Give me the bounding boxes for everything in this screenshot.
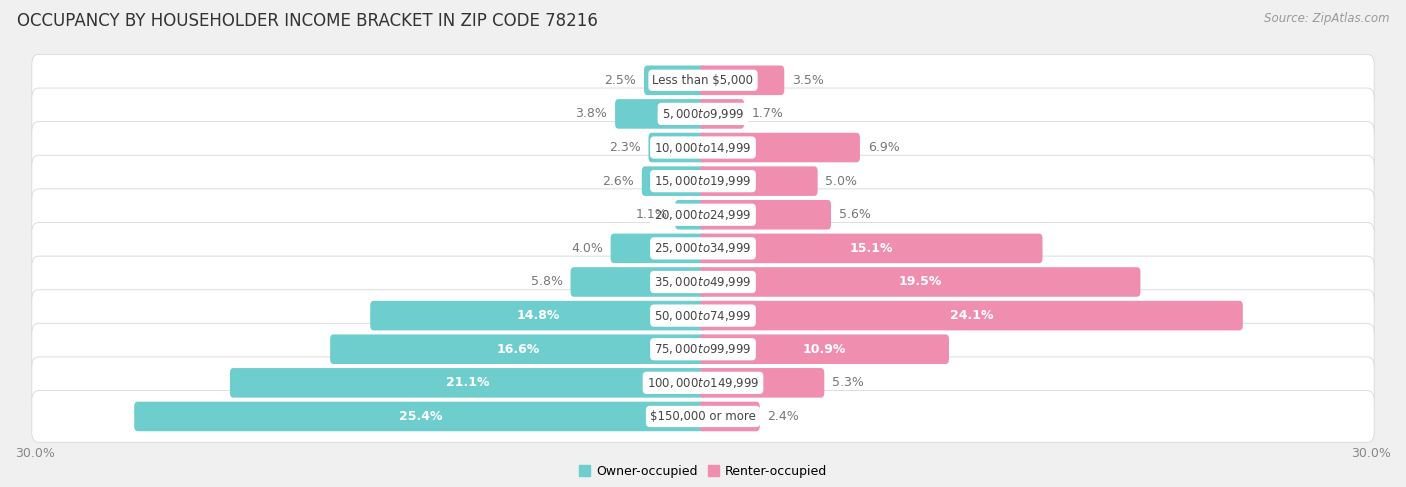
FancyBboxPatch shape	[32, 391, 1374, 442]
Text: 5.3%: 5.3%	[832, 376, 865, 389]
FancyBboxPatch shape	[700, 65, 785, 95]
Text: $5,000 to $9,999: $5,000 to $9,999	[662, 107, 744, 121]
Text: 15.1%: 15.1%	[849, 242, 893, 255]
Text: 2.4%: 2.4%	[768, 410, 799, 423]
Text: 2.6%: 2.6%	[602, 175, 634, 187]
FancyBboxPatch shape	[700, 234, 1042, 263]
FancyBboxPatch shape	[32, 223, 1374, 274]
Text: 14.8%: 14.8%	[516, 309, 560, 322]
FancyBboxPatch shape	[370, 301, 706, 330]
Text: $25,000 to $34,999: $25,000 to $34,999	[654, 242, 752, 255]
FancyBboxPatch shape	[675, 200, 706, 229]
FancyBboxPatch shape	[610, 234, 706, 263]
Text: 21.1%: 21.1%	[446, 376, 489, 389]
FancyBboxPatch shape	[700, 335, 949, 364]
FancyBboxPatch shape	[32, 55, 1374, 106]
Text: $10,000 to $14,999: $10,000 to $14,999	[654, 141, 752, 154]
Text: 24.1%: 24.1%	[949, 309, 993, 322]
Text: OCCUPANCY BY HOUSEHOLDER INCOME BRACKET IN ZIP CODE 78216: OCCUPANCY BY HOUSEHOLDER INCOME BRACKET …	[17, 12, 598, 30]
FancyBboxPatch shape	[32, 357, 1374, 409]
Text: 5.6%: 5.6%	[839, 208, 870, 221]
FancyBboxPatch shape	[700, 99, 744, 129]
Text: 2.3%: 2.3%	[609, 141, 641, 154]
Text: 5.8%: 5.8%	[530, 276, 562, 288]
Text: $20,000 to $24,999: $20,000 to $24,999	[654, 208, 752, 222]
Text: 19.5%: 19.5%	[898, 276, 942, 288]
Text: $15,000 to $19,999: $15,000 to $19,999	[654, 174, 752, 188]
Text: 3.8%: 3.8%	[575, 108, 607, 120]
Text: 16.6%: 16.6%	[496, 343, 540, 356]
Text: Less than $5,000: Less than $5,000	[652, 74, 754, 87]
FancyBboxPatch shape	[32, 122, 1374, 173]
Text: 4.0%: 4.0%	[571, 242, 603, 255]
FancyBboxPatch shape	[32, 88, 1374, 140]
FancyBboxPatch shape	[134, 402, 706, 431]
FancyBboxPatch shape	[571, 267, 706, 297]
Text: 6.9%: 6.9%	[868, 141, 900, 154]
Text: $100,000 to $149,999: $100,000 to $149,999	[647, 376, 759, 390]
FancyBboxPatch shape	[32, 256, 1374, 308]
FancyBboxPatch shape	[32, 323, 1374, 375]
FancyBboxPatch shape	[641, 167, 706, 196]
Text: 10.9%: 10.9%	[803, 343, 846, 356]
Legend: Owner-occupied, Renter-occupied: Owner-occupied, Renter-occupied	[579, 465, 827, 478]
FancyBboxPatch shape	[700, 133, 860, 162]
Text: $150,000 or more: $150,000 or more	[650, 410, 756, 423]
FancyBboxPatch shape	[32, 189, 1374, 241]
FancyBboxPatch shape	[700, 402, 759, 431]
FancyBboxPatch shape	[648, 133, 706, 162]
FancyBboxPatch shape	[700, 368, 824, 397]
Text: $35,000 to $49,999: $35,000 to $49,999	[654, 275, 752, 289]
FancyBboxPatch shape	[330, 335, 706, 364]
FancyBboxPatch shape	[700, 167, 818, 196]
FancyBboxPatch shape	[700, 301, 1243, 330]
Text: $50,000 to $74,999: $50,000 to $74,999	[654, 309, 752, 322]
Text: 1.1%: 1.1%	[636, 208, 668, 221]
Text: 2.5%: 2.5%	[605, 74, 636, 87]
FancyBboxPatch shape	[32, 155, 1374, 207]
Text: Source: ZipAtlas.com: Source: ZipAtlas.com	[1264, 12, 1389, 25]
Text: 1.7%: 1.7%	[752, 108, 785, 120]
FancyBboxPatch shape	[700, 200, 831, 229]
Text: 3.5%: 3.5%	[792, 74, 824, 87]
Text: 5.0%: 5.0%	[825, 175, 858, 187]
FancyBboxPatch shape	[614, 99, 706, 129]
FancyBboxPatch shape	[700, 267, 1140, 297]
Text: $75,000 to $99,999: $75,000 to $99,999	[654, 342, 752, 356]
Text: 25.4%: 25.4%	[398, 410, 441, 423]
FancyBboxPatch shape	[231, 368, 706, 397]
FancyBboxPatch shape	[644, 65, 706, 95]
FancyBboxPatch shape	[32, 290, 1374, 341]
